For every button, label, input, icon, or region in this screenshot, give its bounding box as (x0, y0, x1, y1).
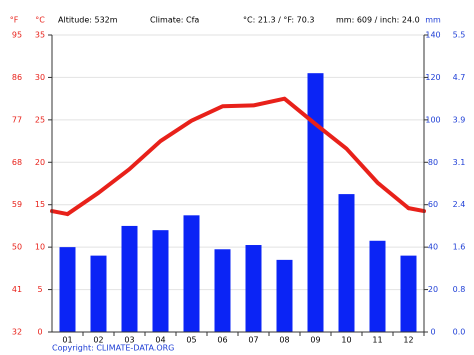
precip-bar (59, 247, 76, 332)
inch-tick-label: 3.1 (453, 158, 466, 167)
c-tick-label: 10 (35, 243, 45, 252)
precip-bar (121, 225, 138, 332)
c-tick-label: 20 (35, 158, 45, 167)
x-tick-label: 10 (341, 336, 351, 345)
precip-bar (152, 230, 169, 332)
c-tick-label: 30 (35, 73, 45, 82)
marks-layer (50, 73, 426, 332)
inch-tick-label: 2.4 (453, 200, 466, 209)
f-tick-label: 32 (12, 328, 22, 337)
mm-tick-label: 100 (425, 115, 440, 124)
precip-bar (183, 215, 200, 332)
inch-tick-label: 4.7 (453, 73, 466, 82)
f-tick-label: 41 (12, 285, 22, 294)
c-tick-label: 5 (37, 285, 42, 294)
avg-temp: °C: 21.3 / °F: 70.3 (243, 16, 314, 25)
x-tick-label: 02 (93, 336, 103, 345)
mm-tick-label: 60 (428, 200, 438, 209)
altitude: Altitude: 532m (58, 16, 118, 25)
x-tick-label: 01 (62, 336, 72, 345)
precip-bar (369, 240, 386, 332)
precip-bar (338, 194, 355, 332)
axes-layer: 0510152025303532415059687786950204060801… (12, 31, 465, 345)
f-axis-label: °F (10, 16, 19, 25)
x-tick-label: 07 (248, 336, 258, 345)
mm-tick-label: 20 (428, 285, 438, 294)
inch-tick-label: 1.6 (453, 243, 466, 252)
c-tick-label: 35 (35, 31, 45, 40)
x-tick-label: 09 (310, 336, 320, 345)
total-precip: mm: 609 / inch: 24.0 (336, 16, 420, 25)
precip-bar (214, 249, 231, 332)
f-tick-label: 95 (12, 31, 22, 40)
mm-tick-label: 140 (425, 31, 440, 40)
x-tick-label: 11 (372, 336, 382, 345)
mm-tick-label: 80 (428, 158, 438, 167)
c-tick-label: 15 (35, 200, 45, 209)
inch-tick-label: 5.5 (453, 31, 466, 40)
mm-tick-label: 120 (425, 73, 440, 82)
x-tick-label: 08 (279, 336, 289, 345)
mm-tick-label: 40 (428, 243, 438, 252)
f-tick-label: 59 (12, 200, 22, 209)
c-tick-label: 0 (37, 328, 42, 337)
inch-tick-label: 0.8 (453, 285, 466, 294)
x-tick-label: 03 (124, 336, 134, 345)
inch-tick-label: 3.9 (453, 115, 466, 124)
mm-tick-label: 0 (430, 328, 435, 337)
f-tick-label: 50 (12, 243, 22, 252)
precip-bar (307, 73, 324, 332)
source: Copyright: CLIMATE-DATA.ORG (52, 344, 174, 353)
x-tick-label: 06 (217, 336, 227, 345)
x-tick-label: 05 (186, 336, 196, 345)
temp-line (65, 96, 411, 217)
temp-line-wrap (406, 206, 426, 214)
x-tick-label: 04 (155, 336, 165, 345)
f-tick-label: 77 (12, 115, 22, 124)
c-tick-label: 25 (35, 115, 45, 124)
precip-bar (90, 255, 107, 332)
temp-line-wrap (50, 209, 70, 217)
precip-bar (276, 259, 293, 332)
f-tick-label: 68 (12, 158, 22, 167)
c-axis-label: °C (35, 16, 45, 25)
inch-tick-label: 0.0 (453, 328, 466, 337)
climate: Climate: Cfa (150, 16, 199, 25)
f-tick-label: 86 (12, 73, 22, 82)
precip-bar (400, 255, 417, 332)
precip-bar (245, 245, 262, 332)
mm-axis-label: mm (425, 16, 441, 25)
x-tick-label: 12 (403, 336, 413, 345)
